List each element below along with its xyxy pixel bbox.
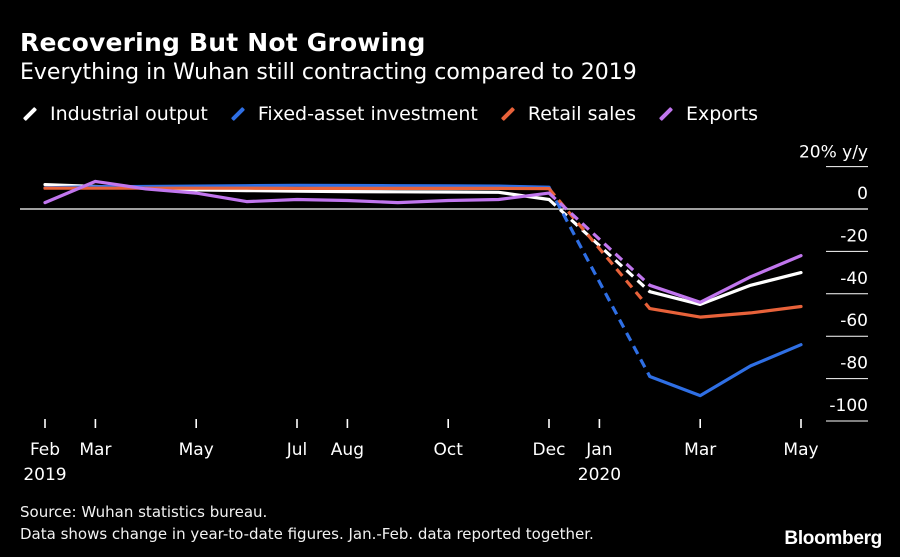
series-line-exports [43,179,551,205]
x-tick-label: May [179,440,214,460]
x-tick-label: Jan [585,440,612,460]
legend-label: Fixed-asset investment [257,103,478,125]
source-text: Source: Wuhan statistics bureau. [20,503,268,521]
chart-lines [43,179,803,398]
chart-subtitle: Everything in Wuhan still contracting co… [20,60,637,85]
x-year-label: 2020 [578,465,621,485]
x-tick-label: Dec [533,440,566,460]
legend-item-exports: Exports [658,103,758,125]
y-axis-unit-label: 20% y/y [799,143,868,163]
legend-label: Industrial output [50,103,208,125]
legend-item-fixed-asset-investment: Fixed-asset investment [230,103,478,125]
x-year-label: 2019 [23,465,66,485]
legend-label: Exports [685,103,759,125]
series-line-industrial-output-2020 [648,271,803,306]
y-tick-label: -20 [840,226,868,246]
series-dashed-segment-exports [547,191,651,287]
series-line-fixed-asset-investment-2020 [648,343,803,398]
chart-title: Recovering But Not Growing [20,28,426,57]
y-tick-label: 0 [857,184,868,204]
series-dashed-segment-retail-sales [547,187,652,310]
x-tick-label: Mar [684,440,716,460]
legend: Industrial output Fixed-asset investment… [22,103,780,125]
legend-label: Retail sales [527,103,636,125]
data-note-text: Data shows change in year-to-date figure… [20,525,594,543]
y-tick-label: -40 [840,269,868,289]
x-tick-label: Oct [433,440,463,460]
y-tick-label: -80 [840,354,868,374]
series-line-retail-sales-2020 [648,304,803,319]
x-tick-label: Feb [30,440,60,460]
bloomberg-logo: Bloomberg [784,528,882,549]
series-line-exports-2020 [648,254,803,304]
chart-axes: 20% y/y 0 -20 -40 -60 -80 -100 Feb 2019 Mar May Jul… [20,143,868,485]
x-tick-label: Jul [286,440,308,460]
series-dashed-segment-industrial-output [547,198,651,293]
legend-item-retail-sales: Retail sales [500,103,636,125]
source-note: Source: Wuhan statistics bureau. Data sh… [20,501,594,545]
x-tick-label: Aug [331,440,364,460]
series-dashed-segment-fixed-asset-investment [547,186,652,378]
y-tick-label: -60 [840,311,868,331]
x-tick-label: May [783,440,818,460]
x-tick-label: Mar [79,440,111,460]
y-tick-label: -100 [829,396,868,416]
legend-item-industrial-output: Industrial output [22,103,208,125]
